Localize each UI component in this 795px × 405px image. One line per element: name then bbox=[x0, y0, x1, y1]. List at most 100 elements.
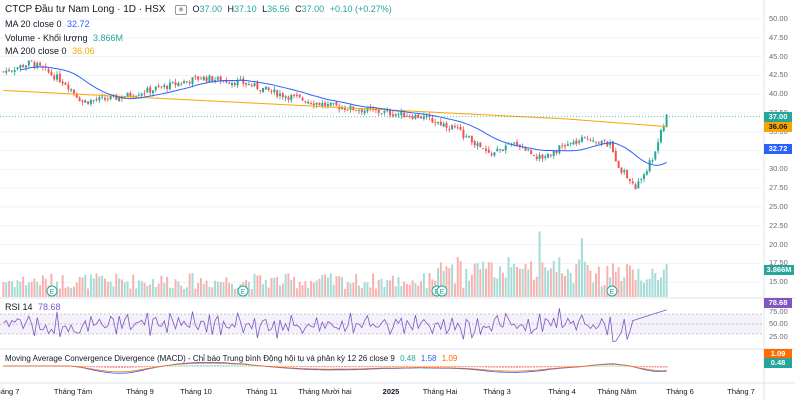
macd-hist bbox=[456, 366, 459, 368]
volume-bar bbox=[2, 281, 5, 297]
macd-v2: 1.58 bbox=[420, 354, 437, 363]
legend-ma200[interactable]: MA 200 close 0 36.06 bbox=[5, 46, 98, 57]
volume-bar bbox=[662, 269, 665, 297]
candle-body bbox=[456, 127, 459, 129]
candle-body bbox=[154, 86, 157, 90]
candle-body bbox=[357, 110, 360, 112]
legend-ma20[interactable]: MA 20 close 0 32.72 bbox=[5, 19, 93, 30]
volume-bar bbox=[202, 283, 205, 297]
macd-hist bbox=[171, 365, 174, 367]
candle-body bbox=[84, 100, 87, 103]
candle-body bbox=[397, 114, 400, 115]
candle-body bbox=[143, 93, 146, 95]
candle-body bbox=[24, 65, 27, 68]
symbol-title[interactable]: CTCP Đầu tư Nam Long · 1D · HSX bbox=[5, 4, 166, 15]
candle-body bbox=[662, 126, 665, 131]
volume-bar bbox=[394, 286, 397, 297]
candle-body bbox=[106, 98, 109, 100]
candle-body bbox=[372, 109, 375, 111]
candle-body bbox=[270, 91, 273, 93]
macd-hist bbox=[343, 366, 346, 368]
candle-body bbox=[245, 82, 248, 85]
candle-body bbox=[572, 141, 575, 145]
eye-icon[interactable]: ◉ bbox=[174, 4, 187, 15]
candle-body bbox=[507, 143, 510, 145]
volume-bar bbox=[532, 279, 535, 297]
time-tick: Tháng 10 bbox=[180, 387, 212, 396]
candle-body bbox=[623, 170, 626, 173]
macd-hist bbox=[247, 365, 250, 367]
candle-body bbox=[188, 81, 191, 84]
macd-hist bbox=[81, 366, 84, 367]
volume-bar bbox=[521, 268, 524, 297]
volume-bar bbox=[614, 272, 617, 297]
volume-bar bbox=[219, 282, 222, 297]
candle-body bbox=[273, 89, 276, 93]
volume-bar bbox=[101, 275, 104, 297]
time-tick: Tháng 7 bbox=[727, 387, 755, 396]
volume-bar bbox=[5, 282, 8, 297]
legend-rsi[interactable]: RSI 14 78.68 bbox=[5, 302, 64, 313]
volume-bar bbox=[628, 265, 631, 297]
candle-body bbox=[118, 97, 121, 102]
candle-body bbox=[516, 142, 519, 146]
volume-bar bbox=[341, 277, 344, 297]
legend-macd[interactable]: Moving Average Convergence Divergence (M… bbox=[5, 353, 460, 364]
macd-hist bbox=[518, 366, 521, 368]
macd-hist bbox=[146, 366, 149, 368]
candle-body bbox=[87, 101, 90, 104]
candle-body bbox=[476, 143, 479, 147]
header-legend: CTCP Đầu tư Nam Long · 1D · HSX ◉ O37.00… bbox=[5, 4, 395, 15]
volume-bar bbox=[422, 273, 425, 297]
candle-body bbox=[549, 154, 552, 156]
volume-bar bbox=[611, 263, 614, 297]
macd-hist bbox=[208, 365, 211, 367]
macd-hist bbox=[428, 366, 431, 367]
volume-bar bbox=[411, 280, 414, 297]
volume-bar bbox=[473, 263, 476, 297]
macd-hist bbox=[479, 366, 482, 368]
volume-bar bbox=[250, 288, 253, 297]
macd-hist bbox=[194, 365, 197, 367]
candle-body bbox=[414, 114, 417, 119]
macd-hist bbox=[459, 366, 462, 368]
macd-hist bbox=[87, 366, 90, 368]
volume-bar bbox=[459, 261, 462, 297]
candle-body bbox=[558, 145, 561, 154]
macd-hist bbox=[242, 365, 245, 367]
volume-bar bbox=[332, 284, 335, 297]
candle-body bbox=[225, 79, 228, 83]
legend-volume[interactable]: Volume - Khối lượng 3.866M bbox=[5, 33, 126, 44]
macd-hist bbox=[307, 366, 310, 368]
candle-body bbox=[242, 78, 245, 84]
candle-body bbox=[219, 76, 222, 82]
candle-body bbox=[109, 95, 112, 100]
macd-hist bbox=[473, 366, 476, 368]
candle-body bbox=[171, 82, 174, 83]
macd-hist bbox=[648, 366, 651, 368]
volume-bar bbox=[284, 273, 287, 297]
volume-label: Volume - Khối lượng bbox=[5, 33, 88, 43]
volume-bar bbox=[456, 257, 459, 297]
macd-hist bbox=[214, 365, 217, 367]
candle-body bbox=[544, 156, 547, 158]
volume-bar bbox=[544, 267, 547, 297]
candle-body bbox=[527, 149, 530, 151]
candle-body bbox=[70, 89, 73, 91]
macd-hist bbox=[346, 366, 349, 368]
rsi-label: RSI 14 bbox=[5, 302, 33, 312]
candle-body bbox=[496, 148, 499, 152]
candle-body bbox=[428, 115, 431, 117]
candle-body bbox=[321, 103, 324, 107]
macd-hist bbox=[465, 366, 468, 368]
macd-hist bbox=[561, 366, 564, 367]
macd-hist bbox=[665, 366, 668, 368]
candle-body bbox=[22, 64, 25, 68]
macd-hist bbox=[501, 366, 504, 368]
candle-body bbox=[132, 95, 135, 98]
volume-bar bbox=[499, 266, 502, 297]
candle-body bbox=[315, 102, 318, 105]
volume-bar bbox=[549, 268, 552, 297]
